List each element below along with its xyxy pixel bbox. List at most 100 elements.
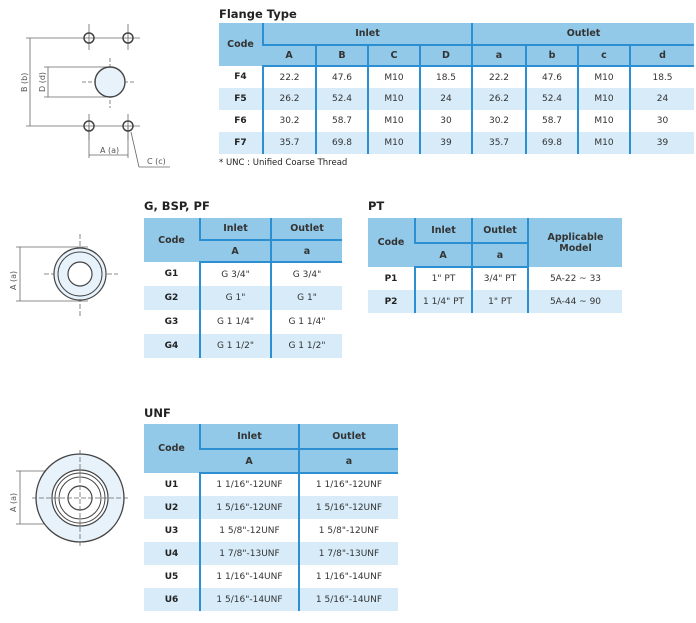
- cell-value: 47.6: [315, 66, 368, 88]
- cell-value: 30.2: [471, 110, 526, 132]
- cell-value: 1 7/8"-13UNF: [199, 542, 299, 565]
- label-a: A (a): [9, 271, 18, 290]
- pt-title: PT: [368, 199, 385, 213]
- cell-code: U4: [144, 542, 200, 565]
- cell-value: 22.2: [262, 66, 316, 88]
- cell-value: 1 1/4" PT: [414, 290, 472, 313]
- unc-note: * UNC : Unified Coarse Thread: [219, 158, 348, 168]
- subheader-d: d: [629, 45, 694, 67]
- unf-title: UNF: [144, 406, 171, 420]
- cell-code: G3: [164, 317, 179, 327]
- table-row: U4 1 7/8"-13UNF 1 7/8"-13UNF: [144, 542, 398, 565]
- cell-value: 1 5/16"-14UNF: [298, 588, 398, 611]
- g-title: G, BSP, PF: [144, 199, 210, 213]
- cell-value: 47.6: [525, 66, 578, 88]
- subheader-B: B: [315, 45, 368, 67]
- label-a: A (a): [9, 493, 18, 512]
- cell-value: 35.7: [262, 132, 316, 154]
- table-row: P1 1" PT 3/4" PT 5A-22 ~ 33: [368, 267, 622, 290]
- cell-value: M10: [367, 132, 420, 154]
- cell-value: G 1 1/4": [199, 310, 271, 334]
- subheader-C: C: [367, 45, 420, 67]
- cell-value: 58.7: [315, 110, 368, 132]
- cell-code: U6: [144, 588, 200, 611]
- subheader-A: A: [415, 243, 472, 268]
- table-row: U1 1 1/16"-12UNF 1 1/16"-12UNF: [144, 473, 398, 496]
- header-code: Code: [144, 218, 200, 262]
- header-outlet: Outlet: [298, 424, 398, 450]
- label-d: D (d): [38, 72, 47, 92]
- cell-value: 30.2: [262, 110, 316, 132]
- unf-diagram: A (a): [9, 450, 128, 546]
- subheader-A: A: [263, 45, 316, 67]
- cell-value: G 1 1/4": [270, 310, 342, 334]
- cell-value: 58.7: [525, 110, 578, 132]
- table-row: U6 1 5/16"-14UNF 1 5/16"-14UNF: [144, 588, 398, 611]
- table-row: G3 G 1 1/4" G 1 1/4": [144, 310, 342, 334]
- subheader-b: b: [525, 45, 578, 67]
- cell-value: 30: [629, 110, 694, 132]
- cell-value: 1 5/16"-12UNF: [298, 496, 398, 519]
- subheader-a: a: [298, 449, 398, 474]
- cell-code: G2: [144, 286, 200, 310]
- subheader-A: A: [200, 449, 299, 474]
- cell-value: 30: [419, 110, 472, 132]
- cell-code: F6: [234, 116, 247, 126]
- label-b: B (b): [20, 73, 29, 92]
- cell-value: G 3/4": [270, 262, 342, 286]
- header-inlet: Inlet: [414, 218, 472, 244]
- header-applicable-model: Applicable Model: [527, 218, 622, 267]
- cell-value: M10: [577, 132, 630, 154]
- cell-value: 5A-44 ~ 90: [527, 290, 622, 313]
- cell-value: 52.4: [315, 88, 368, 110]
- cell-code: P1: [384, 273, 398, 284]
- header-inlet: Inlet: [199, 218, 271, 241]
- cell-value: 24: [419, 88, 472, 110]
- cell-code: F7: [219, 132, 263, 154]
- cell-value: M10: [367, 110, 420, 132]
- cell-code: U3: [164, 525, 179, 536]
- table-row: F7 35.7 69.8 M10 39 35.7 69.8 M10 39: [219, 132, 694, 154]
- cell-value: 5A-22 ~ 33: [527, 267, 622, 290]
- table-row: G1 G 3/4" G 3/4": [144, 262, 342, 286]
- cell-value: 1 7/8"-13UNF: [298, 542, 398, 565]
- label-c: C (c): [147, 157, 166, 166]
- table-row: P2 1 1/4" PT 1" PT 5A-44 ~ 90: [368, 290, 622, 313]
- cell-value: 24: [629, 88, 694, 110]
- header-code: Code: [368, 218, 415, 267]
- header-outlet: Outlet: [471, 218, 528, 244]
- cell-value: 1 1/16"-14UNF: [199, 565, 299, 588]
- cell-value: 69.8: [315, 132, 368, 154]
- cell-value: G 1 1/2": [270, 334, 342, 358]
- table-row: U5 1 1/16"-14UNF 1 1/16"-14UNF: [144, 565, 398, 588]
- cell-code: F5: [219, 88, 263, 110]
- cell-code: U5: [164, 571, 179, 582]
- cell-value: 1" PT: [471, 290, 528, 313]
- table-row: G4 G 1 1/2" G 1 1/2": [144, 334, 342, 358]
- cell-value: M10: [367, 66, 420, 88]
- cell-value: 1 5/16"-12UNF: [199, 496, 299, 519]
- cell-value: 1 1/16"-12UNF: [298, 473, 398, 496]
- subheader-a: a: [471, 45, 526, 67]
- cell-value: 26.2: [471, 88, 526, 110]
- cell-value: M10: [577, 110, 630, 132]
- g-diagram: A (a): [9, 234, 118, 316]
- table-row: F5 26.2 52.4 M10 24 26.2 52.4 M10 24: [219, 88, 694, 110]
- cell-value: G 1": [270, 286, 342, 310]
- flange-title: Flange Type: [219, 7, 297, 21]
- header-code: Code: [144, 424, 200, 473]
- cell-code: U1: [164, 479, 179, 490]
- subheader-c: c: [577, 45, 630, 67]
- table-row: U2 1 5/16"-12UNF 1 5/16"-12UNF: [144, 496, 398, 519]
- header-code: Code: [219, 23, 263, 66]
- subheader-D: D: [419, 45, 472, 67]
- cell-value: 1" PT: [414, 267, 472, 290]
- label-a: A (a): [100, 146, 119, 155]
- cell-code: P2: [368, 290, 415, 313]
- cell-value: G 1 1/2": [199, 334, 271, 358]
- cell-value: 3/4" PT: [471, 267, 528, 290]
